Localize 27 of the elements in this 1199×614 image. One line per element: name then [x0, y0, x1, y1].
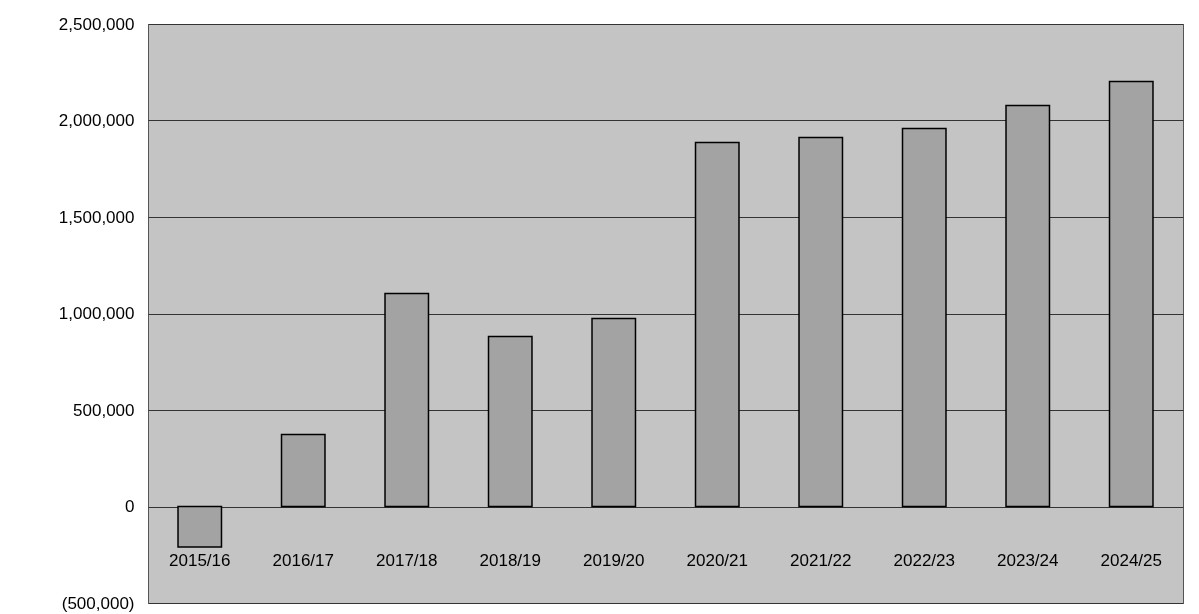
bar: [177, 505, 223, 548]
x-tick-label: 2017/18: [376, 551, 438, 570]
x-tick-label: 2016/17: [272, 551, 334, 570]
bar: [1108, 80, 1154, 508]
y-tick-label: 1,000,000: [58, 304, 135, 323]
x-tick-label: 2023/24: [997, 551, 1059, 570]
bar: [591, 317, 637, 508]
x-tick-label: 2020/21: [686, 551, 748, 570]
bar: [1005, 104, 1051, 508]
bar: [384, 292, 430, 508]
y-tick-label: 0: [125, 497, 135, 516]
x-tick-label: 2019/20: [583, 551, 645, 570]
y-tick-label: (500,000): [61, 593, 135, 613]
bar: [694, 141, 740, 508]
bar: [280, 433, 326, 508]
bar: [798, 136, 844, 508]
x-tick-label: 2024/25: [1100, 551, 1162, 570]
x-tick-label: 2015/16: [169, 551, 231, 570]
x-tick-label: 2021/22: [790, 551, 852, 570]
y-tick-label: 1,500,000: [58, 207, 135, 227]
x-tick-label: 2022/23: [893, 551, 955, 570]
y-tick-label: 2,000,000: [58, 111, 135, 130]
bar: [901, 127, 947, 508]
bar: [487, 335, 533, 508]
x-tick-label: 2018/19: [479, 551, 541, 570]
y-tick-label: 2,500,000: [58, 14, 135, 34]
y-tick-label: 500,000: [73, 400, 135, 420]
